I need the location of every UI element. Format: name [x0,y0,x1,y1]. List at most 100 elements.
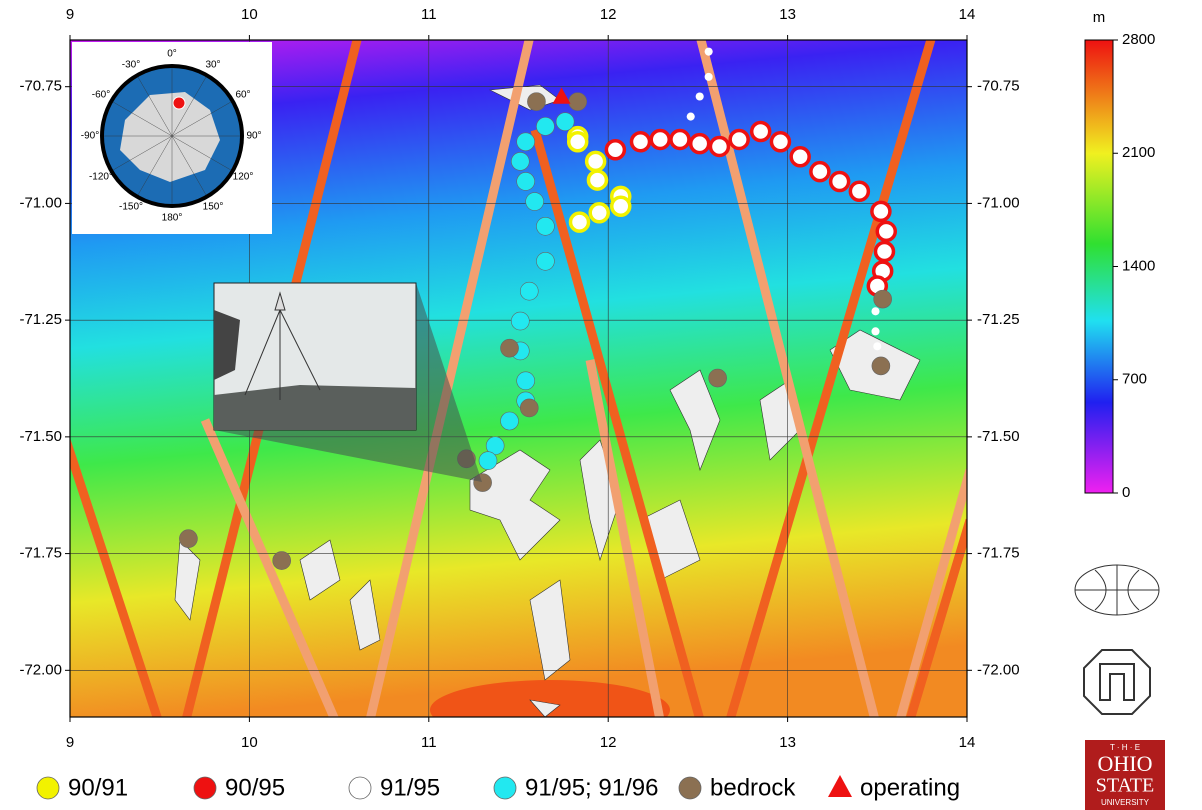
y-tick-label: -71.00 [19,194,62,211]
inset-longitude-label: -90° [81,131,99,142]
inset-longitude-label: 90° [246,131,261,142]
survey-point [873,342,881,350]
x-tick-label: 13 [779,6,796,23]
inset-longitude-label: -150° [119,202,143,213]
inset-longitude-label: 0° [167,49,177,60]
colorbar-tick-label: 2100 [1122,144,1155,161]
y-tick-label: -71.25 [977,311,1020,328]
osu-text: STATE [1096,775,1154,797]
inset-location [173,97,185,109]
survey-point [791,148,809,166]
y-tick-label: -71.50 [977,428,1020,445]
x-tick-label: 14 [959,6,976,23]
legend-label: bedrock [710,774,796,801]
colorbar-tick-label: 0 [1122,484,1130,501]
map-figure: T · H · E OHIO STATE UNIVERSITY m 9 9 10 10… [0,0,1202,810]
survey-point [273,552,291,570]
survey-point [771,133,789,151]
survey-point [850,182,868,200]
survey-point [520,282,538,300]
inset-longitude-label: -30° [122,60,140,71]
survey-point [752,123,770,141]
survey-point [520,399,538,417]
y-tick-label: -71.25 [19,311,62,328]
colorbar-tick-label: 2800 [1122,31,1155,48]
survey-point [811,163,829,181]
survey-point [570,213,588,231]
survey-point [872,357,890,375]
inset-longitude-label: 30° [205,60,220,71]
legend-label: 91/95 [380,774,440,801]
legend-swatch [679,777,701,799]
survey-point [587,152,605,170]
survey-point [687,113,695,121]
survey-point [871,307,879,315]
survey-point [569,93,587,111]
inset-longitude-label: 150° [203,202,224,213]
x-tick-label: 12 [600,6,617,23]
colorbar-unit: m [1093,9,1106,26]
x-tick-label: 11 [421,734,437,751]
legend-swatch [194,777,216,799]
logos: T · H · E OHIO STATE UNIVERSITY [1075,565,1165,810]
survey-point [556,113,574,131]
legend-label: 90/91 [68,774,128,801]
survey-point [526,193,544,211]
legend-label: 91/95; 91/96 [525,774,658,801]
survey-point [709,369,727,387]
survey-point [875,243,893,261]
survey-point [536,252,554,270]
survey-point [517,372,535,390]
survey-point [631,133,649,151]
x-tick-label: 13 [779,734,796,751]
survey-point [831,172,849,190]
legend-swatch [494,777,516,799]
x-tick-label: 9 [66,734,74,751]
tu-mark [1100,664,1134,700]
y-tick-label: -70.75 [977,78,1020,95]
y-tick-label: -72.00 [977,661,1020,678]
survey-point [671,130,689,148]
x-tick-label: 10 [241,734,258,751]
y-tick-label: -71.75 [19,545,62,562]
survey-point [710,137,728,155]
survey-point [501,412,519,430]
survey-point [501,339,519,357]
x-tick-label: 14 [959,734,976,751]
survey-point [536,217,554,235]
survey-point [705,48,713,56]
photo-rocks [214,385,416,430]
inset-longitude-label: 180° [162,213,183,224]
x-tick-label: 9 [66,6,74,23]
survey-point [179,530,197,548]
legend-swatch [349,777,371,799]
legend-label: 90/95 [225,774,285,801]
legend-label: operating [860,774,960,801]
osu-text: UNIVERSITY [1101,798,1150,807]
survey-point [590,204,608,222]
survey-point [871,327,879,335]
x-tick-label: 12 [600,734,617,751]
survey-point [612,197,630,215]
survey-point [527,93,545,111]
survey-point [511,312,529,330]
tu-logo [1084,650,1150,714]
inset-longitude-label: 60° [235,90,250,101]
survey-point [651,130,669,148]
legend-swatch [37,777,59,799]
survey-point [517,172,535,190]
colorbar-tick-label: 1400 [1122,257,1155,274]
survey-point [606,141,624,159]
survey-point [511,152,529,170]
x-tick-label: 10 [241,6,258,23]
inset-longitude-label: -120° [89,172,113,183]
survey-point [479,452,497,470]
y-tick-label: -70.75 [19,78,62,95]
survey-point [705,73,713,81]
colorbar-tick-label: 700 [1122,371,1147,388]
survey-point [730,130,748,148]
survey-point [691,135,709,153]
survey-point [517,133,535,151]
survey-point [877,222,895,240]
legend-swatch [828,775,852,797]
